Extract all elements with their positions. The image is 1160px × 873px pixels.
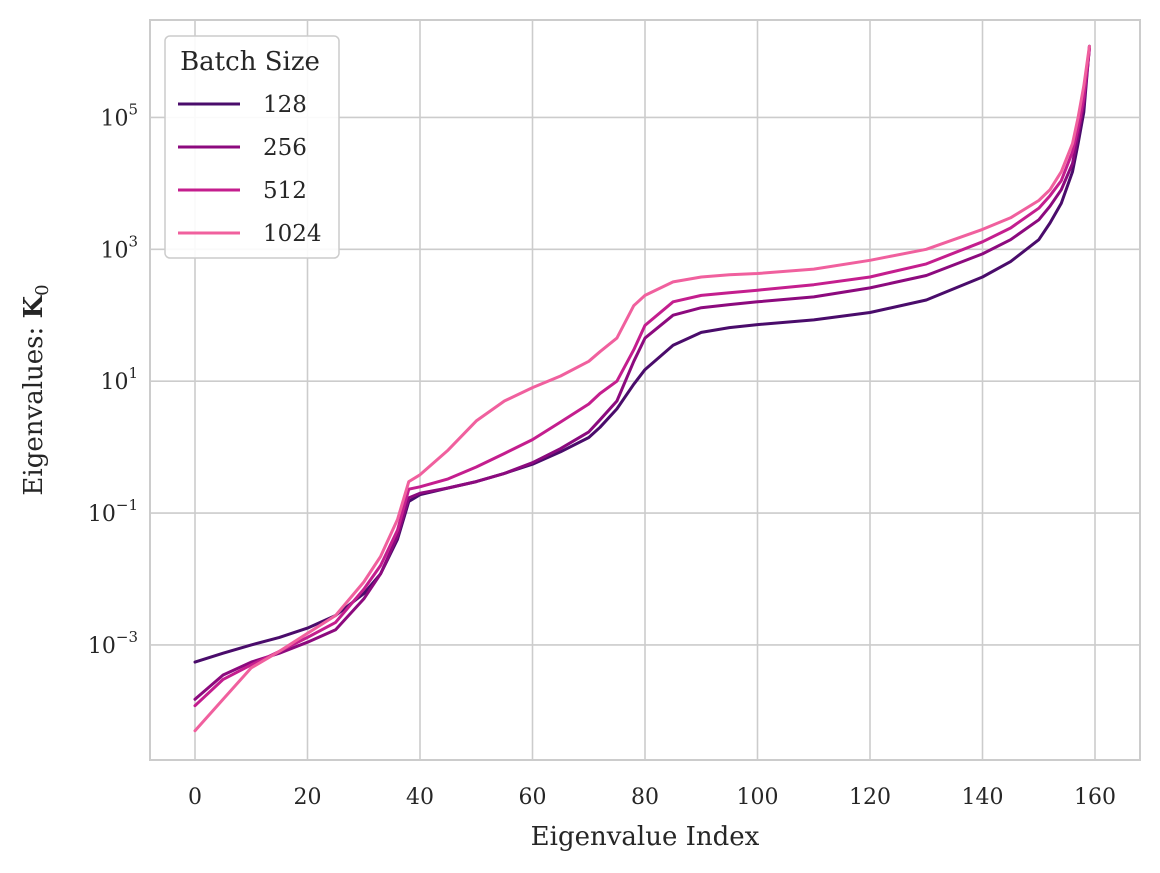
- series-line-512: [193, 47, 1091, 708]
- series-line-1024: [193, 44, 1091, 733]
- plot-frame: [149, 19, 1141, 761]
- y-tick-label: 105: [100, 100, 138, 131]
- x-axis-label: Eigenvalue Index: [531, 822, 760, 852]
- y-axis-label-text: Eigenvalues:: [19, 318, 49, 495]
- x-tick-label: 0: [188, 785, 202, 810]
- series-line-256: [193, 47, 1091, 701]
- tick-labels: 0 20 40 60 80 100 120 140 160 10−3 10−1 101 103 105: [88, 100, 1116, 810]
- legend-label-256: 256: [263, 135, 307, 161]
- x-tick-label: 140: [962, 785, 1004, 810]
- x-tick-label: 160: [1074, 785, 1116, 810]
- legend-label-512: 512: [263, 178, 307, 204]
- series-lines: [193, 44, 1091, 733]
- legend-title: Batch Size: [180, 47, 320, 77]
- y-axis-label-subscript: 0: [32, 284, 53, 295]
- x-tick-label: 100: [737, 785, 779, 810]
- x-tick-label: 80: [631, 785, 659, 810]
- y-tick-label: 101: [100, 364, 138, 395]
- x-tick-label: 120: [849, 785, 891, 810]
- grid: [150, 20, 1140, 760]
- legend: Batch Size 128 256 512 1024: [164, 35, 340, 259]
- legend-label-1024: 1024: [263, 221, 322, 247]
- legend-box: [164, 35, 340, 259]
- x-tick-label: 20: [294, 785, 322, 810]
- legend-entries: 128 256 512 1024: [178, 92, 322, 247]
- y-tick-label: 103: [100, 232, 138, 263]
- x-tick-label: 40: [406, 785, 434, 810]
- series-line-128: [193, 44, 1091, 664]
- y-tick-label: 10−3: [88, 628, 138, 659]
- legend-label-128: 128: [263, 92, 307, 118]
- y-axis-label-symbol: K: [19, 294, 49, 318]
- x-tick-label: 60: [519, 785, 547, 810]
- y-axis-label: Eigenvalues: K0: [19, 284, 53, 495]
- y-tick-label: 10−1: [88, 496, 138, 527]
